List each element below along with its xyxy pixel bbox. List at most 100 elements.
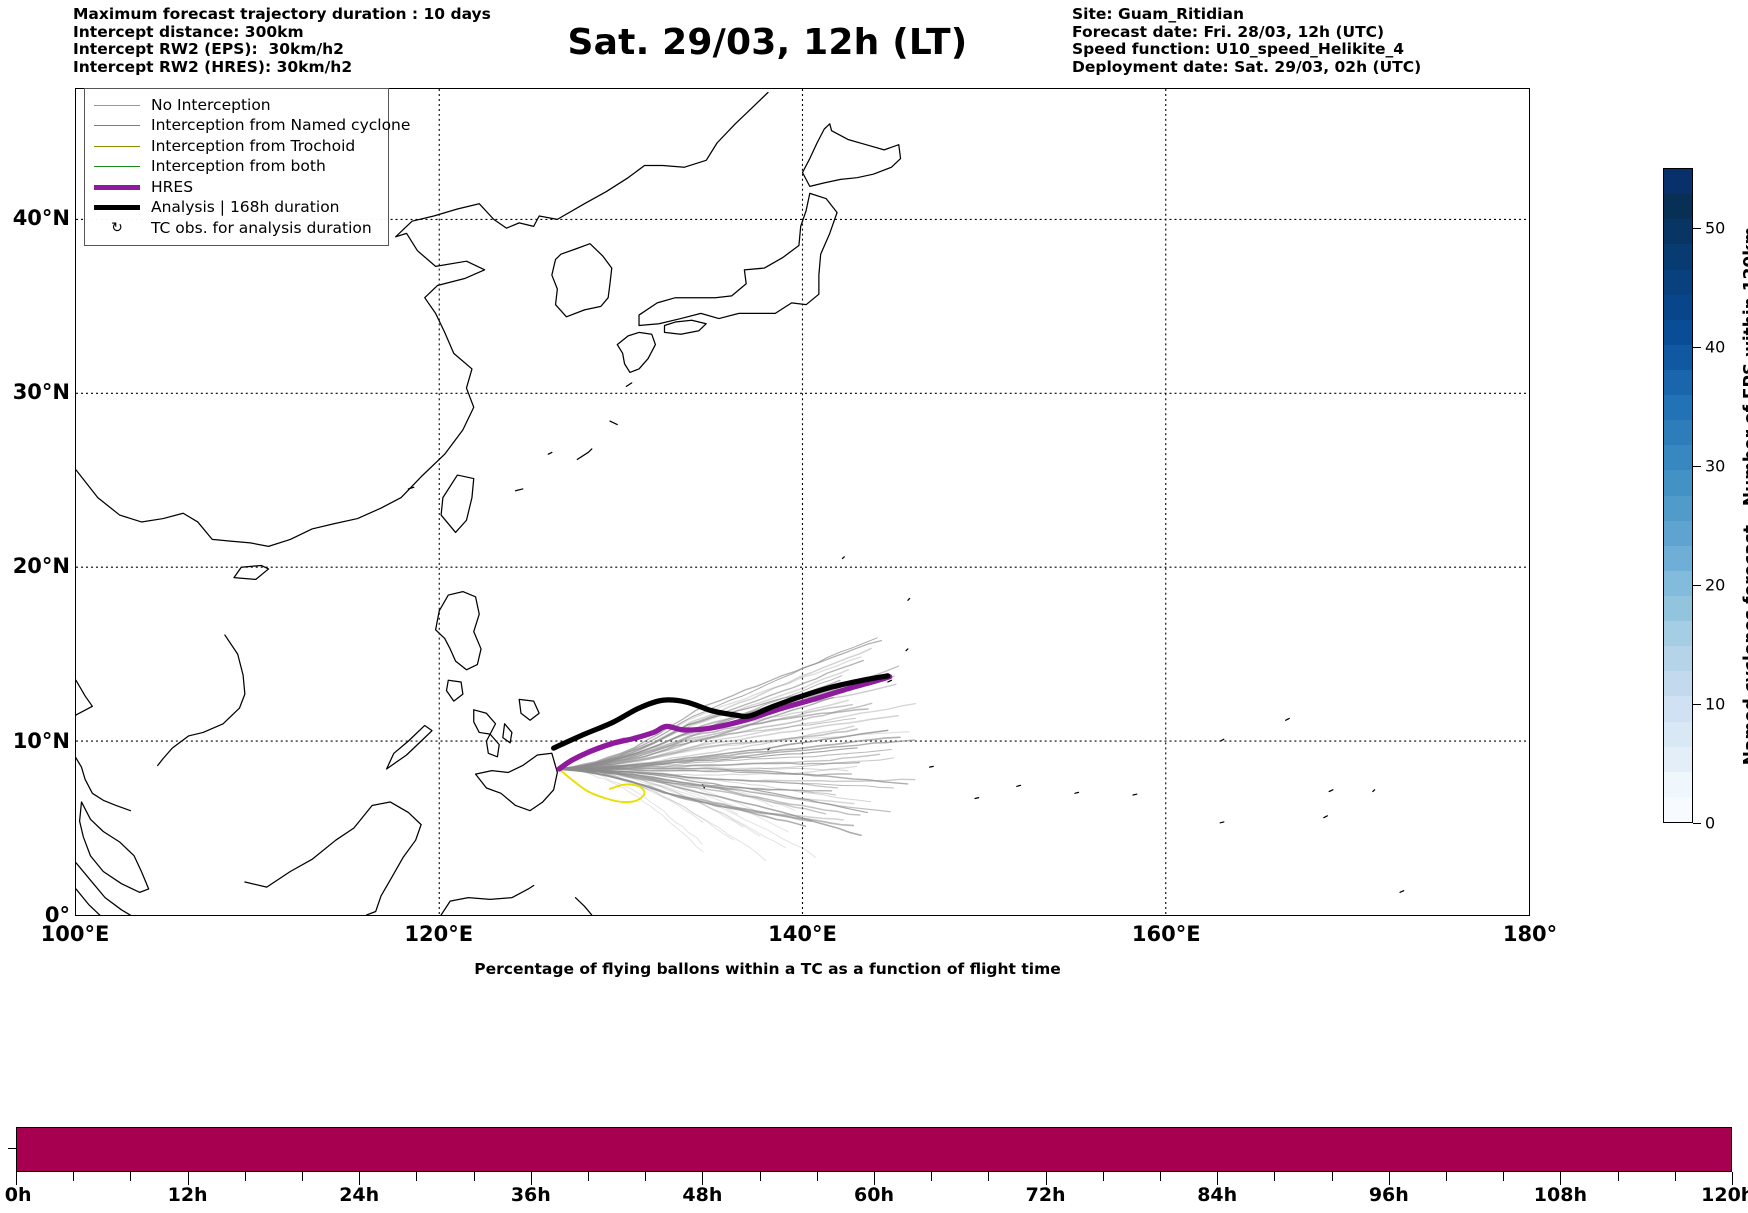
percentage-bar-tick-12 (187, 1172, 189, 1185)
legend-line-swatch (91, 145, 143, 147)
map-legend: No Interception Interception from Named c… (84, 88, 410, 246)
ensemble-trajectories (557, 637, 917, 861)
percentage-bar-title: Percentage of flying ballons within a TC… (474, 960, 1061, 978)
coastline-path-29 (1016, 784, 1022, 787)
ensemble-trajectory (557, 702, 873, 770)
coastline-path-47 (574, 897, 593, 915)
lon-label-160: 160°E (1131, 922, 1201, 946)
colorbar-band-21 (1664, 269, 1692, 295)
ensemble-trajectory (559, 767, 787, 849)
ensemble-trajectory (558, 765, 858, 776)
coastline-path-2 (638, 192, 838, 327)
colorbar-tick-label-10: 10 (1705, 694, 1726, 714)
header-right-line-0: Site: Guam_Ritidian (1072, 5, 1244, 23)
coastline-path-23 (78, 801, 150, 893)
percentage-bar-tick-28 (416, 1172, 418, 1181)
colorbar-tick-30 (1693, 465, 1701, 467)
legend-item-label: HRES (151, 177, 194, 196)
ensemble-trajectory (558, 728, 858, 771)
coastline-path-6 (576, 448, 593, 461)
colorbar-band-8 (1664, 596, 1692, 622)
ensemble-trajectory (558, 767, 704, 823)
percentage-bar-tick-68 (988, 1172, 990, 1181)
percentage-bar-label-12: 12h (167, 1184, 208, 1206)
legend-line-swatch (91, 184, 143, 190)
coastline-path-19 (385, 724, 433, 770)
coastline-path-42 (1219, 738, 1225, 742)
ensemble-trajectory (558, 747, 858, 770)
coastline-path-17 (518, 698, 540, 721)
percentage-bar-tick-112 (1617, 1172, 1619, 1181)
coastline-path-20 (244, 801, 422, 915)
coastline-path-25 (76, 888, 101, 915)
coastline-path-22 (157, 634, 246, 767)
colorbar-band-18 (1664, 344, 1692, 371)
coastline-path-11 (233, 564, 270, 581)
percentage-bar-tick-88 (1274, 1172, 1276, 1181)
legend-item-4: HRES (91, 177, 380, 198)
legend-line-swatch (91, 125, 143, 127)
percentage-bar-tick-120 (1732, 1172, 1733, 1185)
coastline-path-38 (1372, 789, 1376, 793)
colorbar-band-6 (1664, 646, 1692, 672)
percentage-bar-tick-20 (302, 1172, 303, 1181)
coastlines (76, 91, 1405, 915)
colorbar-title-text: Named cyclones forecast - Number of EPS … (1740, 226, 1748, 765)
colorbar-band-1 (1664, 771, 1692, 797)
coastline-path-35 (907, 597, 911, 601)
percentage-bar-tick-108 (1560, 1172, 1562, 1185)
coastline-path-30 (1132, 793, 1138, 796)
percentage-bar-tick-32 (473, 1172, 475, 1181)
coastline-path-27 (407, 486, 415, 490)
coastline-path-34 (905, 648, 909, 652)
lat-label-10: 10°N (12, 728, 70, 753)
percentage-bar-tick-80 (1160, 1172, 1161, 1181)
colorbar-band-17 (1664, 370, 1692, 396)
coastline-path-8 (625, 382, 633, 388)
lat-label-0: 0° (44, 903, 70, 927)
trajectory-analysis-168h-duration (551, 673, 891, 751)
percentage-bar-label-120: 120h (1701, 1184, 1748, 1206)
colorbar-band-14 (1664, 445, 1692, 471)
coastline-path-16 (502, 723, 513, 744)
colorbar-band-22 (1664, 244, 1692, 270)
colorbar (1663, 168, 1693, 823)
header-left-line-2: Intercept RW2 (EPS): 30km/h2 (73, 40, 344, 58)
percentage-bar-tick-16 (244, 1172, 246, 1181)
colorbar-tick-label-40: 40 (1705, 337, 1726, 357)
coastline-path-24 (76, 862, 132, 915)
map-svg (76, 89, 1529, 915)
colorbar-tick-label-0: 0 (1705, 813, 1716, 833)
ensemble-trajectory (559, 768, 735, 841)
colorbar-band-23 (1664, 219, 1692, 245)
coastline-path-13 (445, 679, 464, 702)
lat-label-20: 20°N (12, 554, 70, 579)
percentage-bar-tick-104 (1503, 1172, 1505, 1181)
percentage-bar-tick-40 (588, 1172, 589, 1181)
ensemble-trajectory (558, 766, 774, 808)
ensemble-trajectory (557, 767, 739, 816)
legend-item-1: Interception from Named cyclone (91, 116, 410, 137)
ensemble-trajectory (558, 729, 889, 771)
percentage-bar-y-tick (8, 1148, 17, 1149)
colorbar-band-19 (1664, 319, 1692, 345)
percentage-bar-tick-84 (1217, 1172, 1219, 1185)
percentage-bar-tick-76 (1102, 1172, 1104, 1181)
coastline-path-39 (1399, 890, 1405, 893)
percentage-bar-label-96: 96h (1368, 1184, 1409, 1206)
coastline-path-12 (434, 590, 482, 671)
coastline-path-40 (1323, 815, 1329, 819)
ensemble-trajectory (557, 767, 744, 828)
percentage-bar-label-84: 84h (1197, 1184, 1238, 1206)
percentage-bar-tick-24 (359, 1172, 361, 1185)
page-title: Sat. 29/03, 12h (LT) (567, 22, 968, 63)
ensemble-trajectory (558, 768, 833, 792)
colorbar-band-9 (1664, 570, 1692, 597)
coastline-path-18 (474, 752, 558, 812)
tc-obs-glyph: ↻ (111, 220, 123, 237)
coastline-path-3 (801, 123, 902, 187)
legend-swatch-line (94, 184, 140, 190)
percentage-bar-label-48: 48h (682, 1184, 723, 1206)
percentage-bar-tick-36 (530, 1172, 532, 1185)
coastline-path-41 (1285, 717, 1290, 721)
